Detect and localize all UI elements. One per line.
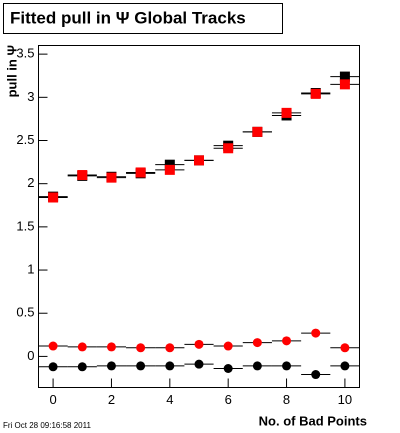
circle-marker xyxy=(223,364,233,373)
square-marker xyxy=(135,167,146,178)
plot-frame xyxy=(38,45,360,388)
x-tick-label: 6 xyxy=(225,392,232,407)
x-tick-label: 4 xyxy=(166,392,173,407)
x-tick-label: 8 xyxy=(283,392,290,407)
chart-title: Fitted pull in Ψ Global Tracks xyxy=(10,8,246,27)
circle-marker xyxy=(340,343,350,353)
square-marker xyxy=(194,155,204,166)
circle-marker xyxy=(311,328,321,338)
circle-marker xyxy=(48,362,58,372)
circle-marker xyxy=(77,362,87,372)
square-marker xyxy=(164,164,175,175)
square-marker xyxy=(48,192,59,203)
footer-date: Fri Oct 28 09:16:58 2011 xyxy=(3,421,91,430)
circle-marker xyxy=(194,339,204,349)
x-tick-label: 0 xyxy=(49,392,56,407)
circle-marker xyxy=(77,342,87,352)
square-marker xyxy=(339,71,350,82)
circle-marker xyxy=(165,343,175,353)
circle-marker xyxy=(48,341,58,351)
y-tick-label: 1.5 xyxy=(16,218,34,233)
circle-marker xyxy=(136,343,146,353)
x-tick-label: 2 xyxy=(108,392,115,407)
circle-marker xyxy=(282,361,292,371)
circle-marker xyxy=(340,361,350,371)
x-axis-label: No. of Bad Points xyxy=(259,413,367,428)
y-tick-label: 0 xyxy=(27,348,34,363)
y-tick-label: 2 xyxy=(27,175,34,190)
square-marker xyxy=(281,107,292,118)
circle-marker xyxy=(136,361,146,371)
y-tick-label: 3 xyxy=(27,89,34,104)
y-tick-label: 2.5 xyxy=(16,132,34,147)
circle-marker xyxy=(194,359,204,369)
y-tick-label: 0.5 xyxy=(16,305,34,320)
x-tick-label: 10 xyxy=(338,392,352,407)
y-tick-label: 3.5 xyxy=(16,46,34,61)
circle-marker xyxy=(282,336,292,346)
circle-marker xyxy=(311,370,321,380)
circle-marker xyxy=(223,341,233,351)
circle-marker xyxy=(252,338,262,348)
y-tick-label: 1 xyxy=(27,261,34,276)
square-marker xyxy=(252,126,263,137)
square-marker xyxy=(223,143,234,154)
title-box xyxy=(3,3,283,34)
square-marker xyxy=(106,172,117,183)
circle-marker xyxy=(106,342,116,352)
square-marker xyxy=(339,79,350,90)
circle-marker xyxy=(106,361,116,371)
square-marker xyxy=(77,170,88,181)
circle-marker xyxy=(165,361,175,371)
circle-marker xyxy=(252,361,262,371)
square-marker xyxy=(310,88,321,99)
y-axis-label: pull in Ψ xyxy=(4,45,19,97)
square-marker xyxy=(164,159,175,170)
